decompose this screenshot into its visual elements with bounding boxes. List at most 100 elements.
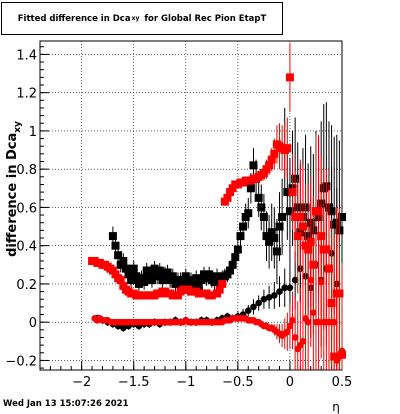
data-point: [119, 256, 128, 265]
data-point: [330, 318, 338, 326]
data-point: [338, 347, 346, 355]
data-point: [270, 149, 279, 158]
data-point: [249, 161, 258, 170]
data-point: [114, 251, 123, 260]
data-point: [215, 285, 224, 294]
data-point: [285, 73, 294, 82]
data-point: [246, 184, 255, 193]
data-point: [255, 299, 262, 307]
data-point: [124, 270, 133, 279]
data-point: [272, 247, 281, 256]
data-point: [296, 212, 305, 221]
x-tick-label: 0: [286, 375, 294, 390]
y-axis-label-subscript: xy: [13, 121, 23, 133]
data-point: [120, 324, 127, 332]
y-tick-label: 0.2: [16, 278, 37, 293]
data-point: [108, 232, 117, 241]
y-tick-label: 0.6: [16, 201, 37, 216]
y-axis-label-main: difference in Dca: [5, 133, 20, 257]
data-point: [228, 260, 237, 269]
data-point: [132, 272, 141, 281]
data-point: [194, 281, 203, 290]
data-point: [163, 268, 172, 277]
data-point: [298, 222, 307, 231]
data-point: [267, 155, 276, 164]
data-point: [250, 303, 257, 311]
data-point: [284, 328, 291, 336]
data-point: [275, 222, 284, 231]
data-point: [134, 279, 143, 288]
data-point: [111, 241, 120, 250]
data-point: [181, 272, 190, 281]
data-point: [291, 334, 299, 341]
chart-title-subscript: xy: [131, 15, 140, 22]
data-point: [317, 278, 325, 286]
data-point: [291, 212, 300, 221]
chart-title: Fitted difference in Dca xy for Global R…: [1, 2, 283, 35]
data-point: [286, 284, 294, 292]
data-point: [288, 188, 297, 197]
y-tick-label: 0.8: [16, 163, 37, 178]
y-axis-label: difference in Dcaxy: [5, 121, 23, 257]
data-point: [236, 232, 245, 241]
data-point: [315, 318, 322, 326]
data-point: [286, 322, 294, 330]
chart-title-suffix: for Global Rec Pion EtapT: [144, 13, 267, 24]
data-point: [147, 276, 156, 285]
data-point: [293, 232, 302, 241]
data-point: [244, 209, 253, 218]
series-3: [91, 205, 346, 370]
data-point: [223, 193, 232, 202]
data-point: [127, 276, 136, 285]
data-point: [192, 274, 201, 283]
data-point: [158, 276, 167, 285]
data-point: [291, 276, 299, 284]
data-point: [271, 292, 278, 299]
data-point: [153, 272, 162, 281]
data-point: [299, 338, 307, 345]
data-point: [244, 307, 252, 315]
data-point: [145, 270, 154, 279]
data-point: [189, 279, 198, 288]
data-point: [140, 278, 149, 287]
data-point: [231, 253, 240, 262]
data-point: [210, 278, 219, 287]
y-tick-label: 1.4: [16, 48, 37, 63]
data-point: [262, 232, 271, 241]
data-point: [265, 294, 273, 301]
data-point: [207, 291, 216, 300]
data-point: [283, 144, 292, 153]
data-point: [116, 276, 125, 285]
data-point: [307, 276, 315, 284]
data-point: [176, 276, 185, 285]
y-tick-label: 0.4: [16, 240, 37, 255]
data-point: [226, 266, 235, 275]
x-tick-label: −1.5: [118, 375, 150, 390]
data-point: [254, 193, 263, 202]
x-tick-label: −0.5: [222, 375, 254, 390]
data-point: [289, 316, 296, 324]
data-point: [336, 353, 343, 360]
data-point: [197, 276, 206, 285]
x-axis-label: η: [332, 400, 340, 414]
x-tick-label: −2: [72, 375, 91, 390]
y-tick-label: 1: [29, 125, 37, 140]
data-series: [88, 42, 346, 370]
data-point: [129, 264, 138, 273]
data-point: [310, 309, 317, 316]
x-tick-label: 0.5: [332, 375, 353, 390]
data-point: [278, 212, 287, 221]
data-point: [285, 207, 294, 216]
data-point: [267, 228, 276, 237]
data-point: [259, 212, 268, 221]
data-point: [260, 295, 268, 303]
data-point: [239, 222, 248, 231]
x-tick-label: −1: [176, 375, 195, 390]
data-point: [257, 203, 266, 212]
data-point: [281, 284, 289, 292]
data-point: [270, 234, 279, 243]
chart-title-prefix: Fitted difference in Dca: [17, 13, 131, 24]
data-point: [121, 264, 130, 273]
data-point: [304, 318, 312, 326]
